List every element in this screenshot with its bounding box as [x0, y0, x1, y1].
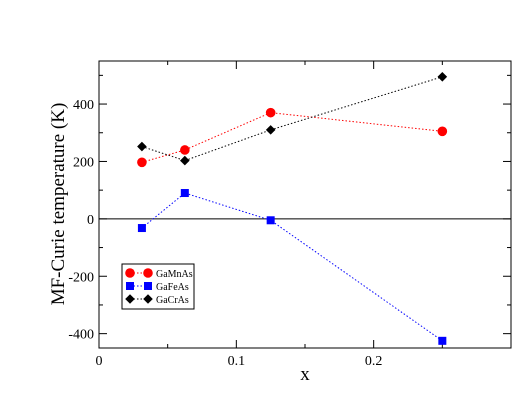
legend-marker-gamnas: [125, 268, 135, 278]
x-tick-label: 0: [96, 354, 103, 369]
legend-marker-gacras: [125, 294, 135, 304]
legend-marker-gafeas: [144, 282, 152, 290]
y-tick-label: 200: [73, 155, 94, 170]
series-layer: [137, 71, 448, 345]
data-point-gamnas: [137, 157, 147, 168]
ticks-layer: 0 0.1 0.2 -400 -200 0 200 400: [68, 61, 511, 369]
y-tick-label: -400: [68, 328, 94, 343]
y-tick-label: -200: [68, 270, 94, 285]
y-axis-title: MF-Curie temperature (K): [48, 103, 69, 306]
legend-marker-gacras: [143, 294, 153, 304]
y-tick-label: 400: [73, 98, 94, 113]
data-point-gafeas: [137, 224, 146, 233]
legend: GaMnAs GaFeAs GaCrAs: [121, 263, 195, 310]
y-tick-label: 0: [87, 213, 94, 228]
data-point-gamnas: [437, 126, 448, 137]
data-point-gacras: [180, 155, 190, 166]
x-axis-title: x: [300, 364, 310, 385]
data-point-gacras: [137, 141, 147, 152]
series-line-gamnas: [141, 112, 443, 163]
data-point-gamnas: [180, 145, 190, 155]
data-point-gafeas: [266, 216, 275, 225]
legend-label-gafeas: GaFeAs: [156, 282, 189, 293]
data-point-gafeas: [180, 189, 189, 198]
legend-marker-gafeas: [126, 282, 134, 290]
legend-marker-gamnas: [143, 268, 153, 278]
x-tick-label: 0.2: [365, 354, 383, 369]
x-tick-label: 0.1: [228, 354, 246, 369]
legend-label-gacras: GaCrAs: [156, 295, 189, 306]
data-point-gamnas: [265, 107, 276, 118]
data-point-gacras: [265, 125, 276, 135]
data-point-gacras: [437, 71, 448, 82]
legend-label-gamnas: GaMnAs: [156, 269, 193, 280]
data-point-gafeas: [438, 336, 447, 345]
